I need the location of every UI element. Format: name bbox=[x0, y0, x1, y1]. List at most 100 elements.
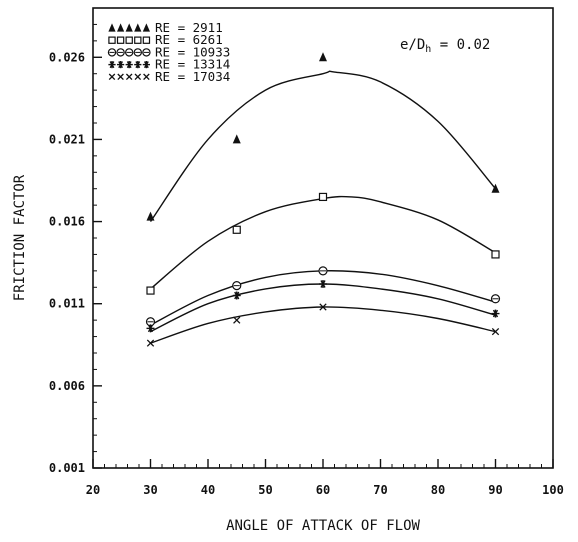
triangle-marker-shape bbox=[491, 183, 500, 193]
marker-square bbox=[134, 36, 142, 44]
data-point bbox=[233, 316, 241, 324]
marker-cross bbox=[108, 73, 116, 81]
marker-circle bbox=[133, 48, 142, 57]
y-axis: 0.001 0.006 0.011 0.016 0.021 0.026 bbox=[49, 7, 102, 475]
legend-label: RE = 17034 bbox=[155, 69, 230, 84]
marker-circle bbox=[116, 48, 125, 57]
marker-circle bbox=[124, 48, 134, 57]
data-point bbox=[146, 339, 155, 347]
y-tick-label: 0.001 bbox=[49, 461, 85, 475]
y-tick-label: 0.021 bbox=[49, 132, 85, 146]
annotation-value: = 0.02 bbox=[431, 37, 490, 53]
marker-filled-triangle bbox=[108, 23, 116, 32]
triangle-marker-shape bbox=[108, 23, 116, 32]
marker-filled-triangle bbox=[134, 23, 142, 32]
x-tick-label: 20 bbox=[86, 483, 100, 497]
y-tick-label: 0.016 bbox=[49, 215, 85, 229]
x-tick-label: 100 bbox=[542, 483, 564, 497]
fit-curve bbox=[149, 70, 497, 222]
square-marker-shape bbox=[232, 225, 241, 234]
legend-label: RE = 13314 bbox=[155, 57, 230, 72]
data-point bbox=[232, 134, 241, 144]
legend-label: RE = 2911 bbox=[155, 20, 223, 35]
data-point bbox=[319, 280, 327, 288]
triangle-marker-shape bbox=[232, 134, 241, 144]
data-point bbox=[146, 211, 155, 221]
marker-asterisk bbox=[125, 61, 133, 69]
fit-curve bbox=[150, 195, 496, 290]
annotation-roughness-ratio: e/Dh = 0.02 bbox=[400, 37, 490, 55]
data-points bbox=[145, 52, 501, 347]
legend-entry: RE = 2911 bbox=[108, 20, 223, 35]
data-point bbox=[232, 281, 242, 291]
marker-asterisk bbox=[134, 61, 142, 69]
square-marker-shape bbox=[318, 192, 328, 202]
cross-marker-stroke bbox=[117, 73, 124, 81]
marker-asterisk bbox=[142, 61, 150, 69]
square-marker-shape bbox=[125, 36, 133, 44]
data-point bbox=[491, 183, 500, 193]
data-point bbox=[491, 327, 500, 336]
annotation-subscript: h bbox=[425, 44, 431, 55]
x-tick-label: 40 bbox=[201, 483, 215, 497]
marker-asterisk bbox=[108, 61, 116, 69]
x-axis: 20 30 40 50 60 70 80 90 100 bbox=[86, 459, 564, 497]
marker-filled-triangle bbox=[125, 23, 133, 32]
marker-cross bbox=[125, 73, 133, 81]
marker-square bbox=[116, 36, 125, 44]
triangle-marker-shape bbox=[117, 23, 125, 32]
cross-marker-stroke bbox=[134, 73, 142, 81]
marker-asterisk bbox=[117, 61, 125, 69]
data-point bbox=[145, 317, 156, 327]
y-tick-label: 0.006 bbox=[49, 379, 85, 393]
square-marker-shape bbox=[146, 286, 155, 295]
data-point bbox=[491, 309, 500, 318]
x-tick-label: 80 bbox=[431, 483, 445, 497]
square-marker-shape bbox=[134, 36, 142, 44]
square-marker-shape bbox=[142, 36, 151, 44]
square-marker-shape bbox=[116, 36, 125, 44]
marker-circle bbox=[142, 48, 151, 57]
marker-square bbox=[108, 36, 116, 44]
cross-marker-stroke bbox=[233, 316, 241, 324]
data-point bbox=[491, 250, 500, 259]
data-point bbox=[319, 303, 327, 311]
legend-label: RE = 10933 bbox=[155, 44, 230, 59]
x-tick-label: 50 bbox=[258, 483, 272, 497]
data-point bbox=[146, 324, 155, 333]
marker-circle bbox=[107, 48, 117, 57]
marker-cross bbox=[143, 73, 150, 81]
marker-filled-triangle bbox=[117, 23, 125, 32]
triangle-marker-shape bbox=[134, 23, 142, 32]
legend-entry: RE = 10933 bbox=[107, 44, 230, 59]
triangle-marker-shape bbox=[146, 211, 155, 221]
square-marker-shape bbox=[491, 250, 500, 259]
x-tick-label: 30 bbox=[143, 483, 157, 497]
triangle-marker-shape bbox=[319, 52, 327, 62]
marker-filled-triangle bbox=[142, 23, 150, 32]
x-tick-label: 90 bbox=[488, 483, 502, 497]
x-tick-label: 60 bbox=[316, 483, 330, 497]
data-point bbox=[319, 52, 327, 62]
data-point bbox=[146, 286, 155, 295]
marker-square bbox=[142, 36, 151, 44]
x-tick-label: 70 bbox=[373, 483, 387, 497]
marker-cross bbox=[134, 73, 142, 81]
data-point bbox=[232, 225, 241, 234]
annotation-symbol: e/D bbox=[400, 37, 425, 53]
y-tick-label: 0.026 bbox=[49, 50, 85, 64]
legend-entry: RE = 6261 bbox=[108, 32, 223, 47]
cross-marker-stroke bbox=[491, 327, 500, 336]
y-tick-label: 0.011 bbox=[49, 297, 85, 311]
triangle-marker-shape bbox=[142, 23, 150, 32]
cross-marker-stroke bbox=[319, 303, 327, 311]
legend-entry: RE = 13314 bbox=[108, 57, 230, 72]
y-axis-label: FRICTION FACTOR bbox=[12, 174, 28, 301]
legend-entry: RE = 17034 bbox=[108, 69, 230, 84]
triangle-marker-shape bbox=[125, 23, 133, 32]
marker-cross bbox=[117, 73, 124, 81]
cross-marker-stroke bbox=[146, 339, 155, 347]
x-axis-label: ANGLE OF ATTACK OF FLOW bbox=[226, 518, 420, 534]
